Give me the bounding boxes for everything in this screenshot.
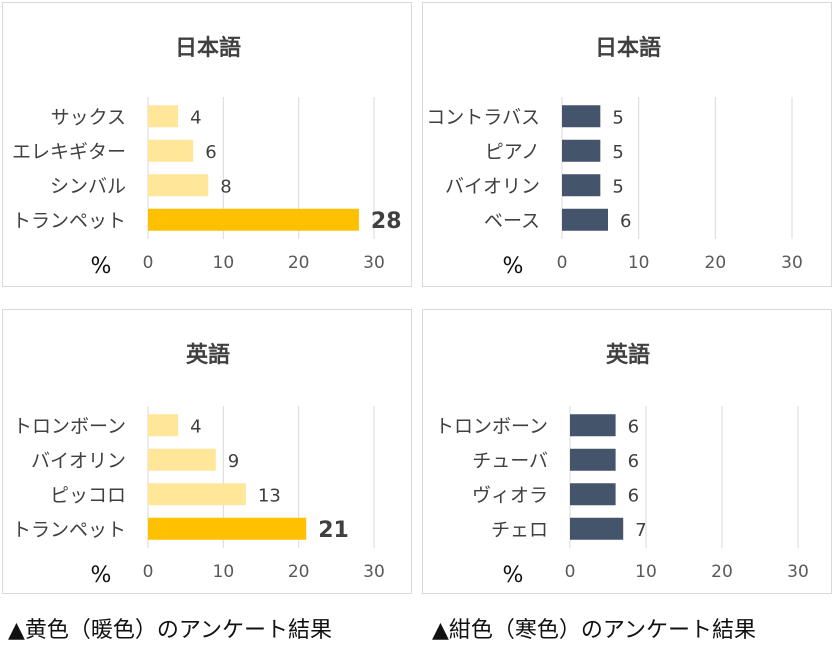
chart-title: 日本語 bbox=[595, 35, 661, 61]
bar bbox=[148, 105, 179, 128]
data-label: 6 bbox=[628, 416, 639, 437]
x-tick-label: 10 bbox=[628, 253, 650, 273]
data-label: 13 bbox=[258, 485, 281, 506]
data-label: 6 bbox=[620, 211, 631, 232]
category-label: トロンボーン bbox=[13, 415, 126, 437]
chart-svg: 英語 0 10 20 30% トロンボーン 6 チューバ 6 ヴィオラ 6 チェロ 7 bbox=[435, 342, 809, 588]
chart-title: 英語 bbox=[606, 342, 650, 368]
data-label: 21 bbox=[318, 518, 349, 543]
category-label: ヴィオラ bbox=[472, 484, 548, 506]
x-tick-label: 20 bbox=[705, 253, 727, 273]
category-label: ベース bbox=[484, 210, 540, 232]
x-tick-label: 20 bbox=[288, 253, 310, 273]
chart-panel-warm-japanese: 日本語 0 10 20 30% サックス 4 エレキギター 6 シンバル 8 トランペット 28 bbox=[2, 2, 412, 287]
category-label: チェロ bbox=[491, 519, 548, 541]
x-tick-label: 30 bbox=[781, 253, 803, 273]
bar bbox=[570, 414, 616, 437]
category-label: トランペット bbox=[12, 519, 126, 541]
data-label: 6 bbox=[205, 142, 216, 163]
bar bbox=[562, 105, 601, 128]
category-label: コントラバス bbox=[426, 106, 540, 128]
bar bbox=[148, 139, 194, 162]
x-tick-label: 0 bbox=[143, 253, 154, 273]
category-label: トロンボーン bbox=[435, 415, 548, 437]
category-label: ピッコロ bbox=[50, 484, 126, 506]
bar bbox=[148, 208, 359, 231]
bar bbox=[562, 174, 601, 197]
chart-svg: 英語 0 10 20 30% トロンボーン 4 バイオリン 9 ピッコロ 13 トランペット 21 bbox=[12, 342, 385, 588]
chart-panel-warm-english: 英語 0 10 20 30% トロンボーン 4 バイオリン 9 ピッコロ 13 トランペット 21 bbox=[2, 309, 412, 594]
data-label: 7 bbox=[635, 520, 646, 541]
unit-label: % bbox=[503, 254, 524, 279]
bar bbox=[148, 414, 179, 437]
data-label: 9 bbox=[228, 451, 239, 472]
category-label: シンバル bbox=[50, 175, 126, 197]
bar bbox=[562, 208, 608, 231]
category-label: バイオリン bbox=[445, 175, 540, 197]
unit-label: % bbox=[503, 563, 524, 588]
data-label: 4 bbox=[190, 416, 201, 437]
x-tick-label: 10 bbox=[635, 562, 657, 582]
caption-cool: ▲紺色（寒色）のアンケート結果 bbox=[432, 618, 757, 643]
x-tick-label: 0 bbox=[565, 562, 576, 582]
chart-title: 英語 bbox=[186, 342, 230, 368]
unit-label: % bbox=[91, 563, 112, 588]
chart-panel-cool-japanese: 日本語 0 10 20 30% コントラバス 5 ピアノ 5 バイオリン 5 ベース 6 bbox=[422, 2, 832, 287]
bar bbox=[148, 517, 307, 540]
bar bbox=[148, 483, 246, 506]
caption-warm: ▲黄色（暖色）のアンケート結果 bbox=[8, 618, 333, 643]
data-label: 5 bbox=[612, 176, 623, 197]
x-tick-label: 20 bbox=[288, 562, 310, 582]
bar bbox=[148, 174, 209, 197]
x-tick-label: 20 bbox=[711, 562, 733, 582]
category-label: サックス bbox=[51, 106, 126, 128]
x-tick-label: 10 bbox=[213, 253, 235, 273]
data-label: 8 bbox=[220, 176, 231, 197]
data-label: 6 bbox=[628, 451, 639, 472]
data-label: 6 bbox=[628, 485, 639, 506]
x-tick-label: 30 bbox=[363, 562, 385, 582]
bar bbox=[148, 448, 216, 471]
bar bbox=[570, 517, 624, 540]
bar bbox=[570, 448, 616, 471]
chart-svg: 日本語 0 10 20 30% コントラバス 5 ピアノ 5 バイオリン 5 ベース 6 bbox=[426, 35, 803, 279]
chart-svg: 日本語 0 10 20 30% サックス 4 エレキギター 6 シンバル 8 トランペット 28 bbox=[12, 35, 402, 279]
x-tick-label: 10 bbox=[213, 562, 235, 582]
category-label: ピアノ bbox=[485, 141, 540, 163]
bar bbox=[570, 483, 616, 506]
x-tick-label: 0 bbox=[143, 562, 154, 582]
data-label: 4 bbox=[190, 107, 201, 128]
x-tick-label: 30 bbox=[363, 253, 385, 273]
category-label: バイオリン bbox=[31, 450, 126, 472]
category-label: トランペット bbox=[12, 210, 126, 232]
x-tick-label: 30 bbox=[787, 562, 809, 582]
category-label: エレキギター bbox=[12, 141, 126, 163]
data-label: 5 bbox=[612, 142, 623, 163]
category-label: チューバ bbox=[472, 450, 548, 472]
data-label: 5 bbox=[612, 107, 623, 128]
unit-label: % bbox=[91, 254, 112, 279]
data-label: 28 bbox=[371, 209, 402, 234]
chart-title: 日本語 bbox=[175, 35, 241, 61]
chart-panel-cool-english: 英語 0 10 20 30% トロンボーン 6 チューバ 6 ヴィオラ 6 チェロ 7 bbox=[422, 309, 832, 594]
x-tick-label: 0 bbox=[557, 253, 568, 273]
bar bbox=[562, 139, 601, 162]
